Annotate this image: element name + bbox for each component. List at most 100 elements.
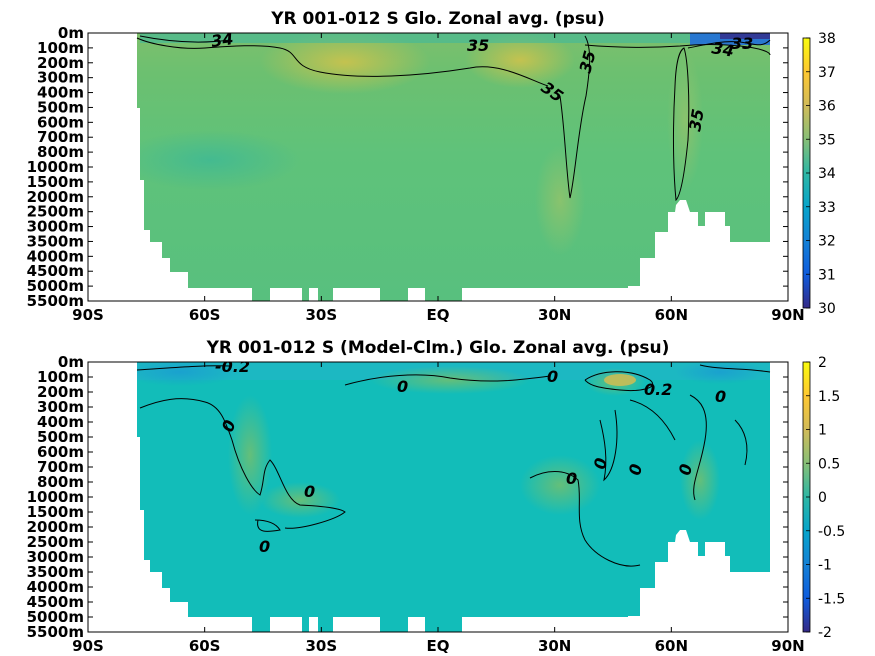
y-tick-label: 4000m [27,247,84,265]
chart-title-anomaly: YR 001-012 S (Model-Clm.) Glo. Zonal avg… [206,338,670,358]
colorbar-tick-label: 33 [818,200,836,216]
y-tick-label: 4000m [27,578,84,596]
contour-labels-anomaly: -0.2 0 0 0 0 0 0 0 0.2 0 0 0 [215,357,726,556]
svg-text:34: 34 [710,38,735,61]
y-tick-label: 0m [58,353,84,371]
svg-text:0: 0 [675,462,696,476]
x-tick-label: 30S [305,637,337,655]
y-tick-label: 1500m [27,173,84,191]
panel-anomaly: YR 001-012 S (Model-Clm.) Glo. Zonal avg… [27,338,846,655]
colorbar: 30 31 32 33 34 35 36 37 38 [802,31,836,317]
y-tick-label: 300m [37,69,84,87]
y-tick-label: 100m [37,368,84,386]
colorbar-tick-label: 30 [818,301,836,317]
svg-text:0: 0 [590,456,611,470]
colorbar-tick-label: 0.5 [818,456,840,472]
x-tick-label: 90S [72,637,104,655]
svg-text:0: 0 [259,537,270,556]
panel-salinity: YR 001-012 S Glo. Zonal avg. (psu) [27,9,836,324]
svg-text:-0.2: -0.2 [215,357,250,376]
y-tick-label: 1000m [27,488,84,506]
colorbar-tick-label: 32 [818,234,836,250]
y-tick-label: 2000m [27,188,84,206]
colorbar-tick-label: 1.5 [818,389,840,405]
y-tick-label: 5500m [27,623,84,641]
svg-text:33: 33 [731,34,753,53]
chart-title: YR 001-012 S Glo. Zonal avg. (psu) [270,9,605,29]
y-tick-label: 600m [37,443,84,461]
y-tick-label: 400m [37,413,84,431]
svg-text:0: 0 [566,469,577,488]
y-axis-ticks-anomaly: 0m100m200m300m400m500m600m700m800m1000m1… [27,353,788,641]
y-tick-label: 3000m [27,218,84,236]
colorbar-tick-label: 34 [818,166,836,182]
y-tick-label: 3500m [27,232,84,250]
colorbar-tick-label: 37 [818,65,836,81]
y-tick-label: 2500m [27,203,84,221]
x-tick-label: EQ [427,306,450,324]
y-tick-label: 5000m [27,608,84,626]
y-tick-label: 500m [37,428,84,446]
land-mask [88,362,788,632]
svg-text:0: 0 [547,367,558,386]
y-tick-label: 200m [37,383,84,401]
contour-lines-anomaly [136,364,771,567]
colorbar-tick-label: 38 [818,31,836,47]
land-mask [88,33,788,301]
y-tick-label: 3000m [27,548,84,566]
y-tick-label: 1000m [27,158,84,176]
y-tick-label: 800m [37,473,84,491]
y-tick-label: 600m [37,113,84,131]
x-tick-label: EQ [427,637,450,655]
x-axis-ticks: 90S 60S 30S EQ 30N 60N 90N [72,33,805,324]
colorbar-tick-label: -2 [818,625,832,641]
colorbar-tick-label: 1 [818,423,827,439]
x-overflow-mask [770,33,788,301]
y-tick-label: 1500m [27,503,84,521]
x-tick-label: 90S [72,306,104,324]
svg-text:0.2: 0.2 [644,380,672,399]
colorbar-tick-label: 2 [818,355,827,371]
x-tick-label: 90N [771,306,804,324]
y-tick-label: 700m [37,128,84,146]
x-tick-label: 60N [655,637,688,655]
y-tick-label: 4500m [27,593,84,611]
colorbar-tick-label: 35 [818,132,836,148]
y-tick-label: 5000m [27,277,84,295]
y-tick-label: 5500m [27,292,84,310]
x-tick-label: 30S [305,306,337,324]
x-tick-label: 60N [655,306,688,324]
y-tick-label: 100m [37,39,84,57]
contour-lines [136,35,771,202]
y-tick-label: 800m [37,143,84,161]
colorbar-anomaly: 2 1.5 1 0.5 0 -0.5 -1 -1.5 -2 [802,355,845,641]
x-tick-label: 90N [771,637,804,655]
svg-text:34: 34 [210,29,235,51]
x-tick-label: 60S [189,637,221,655]
y-axis-ticks: 0m100m200m300m400m500m600m700m800m1000m1… [27,24,788,310]
svg-text:0: 0 [715,387,726,406]
x-tick-label: 30N [538,637,571,655]
colorbar-tick-label: -1 [818,558,832,574]
y-tick-label: 4500m [27,262,84,280]
colorbar-tick-label: 0 [818,490,827,506]
y-tick-label: 0m [58,24,84,42]
svg-text:35: 35 [467,36,489,55]
colorbar-tick-label: 36 [818,99,836,115]
y-tick-label: 500m [37,98,84,116]
colorbar-tick-label: -1.5 [818,591,845,607]
svg-text:0: 0 [625,462,646,476]
svg-text:0: 0 [397,377,408,396]
colorbar-tick-label: -0.5 [818,524,845,540]
x-tick-label: 30N [538,306,571,324]
colorbar-ticks-anomaly: 2 1.5 1 0.5 0 -0.5 -1 -1.5 -2 [806,355,845,641]
y-tick-label: 2000m [27,518,84,536]
colorbar-ticks: 30 31 32 33 34 35 36 37 38 [806,31,836,317]
colorbar-tick-label: 31 [818,267,836,283]
y-tick-label: 2500m [27,533,84,551]
x-axis-ticks-anomaly: 90S 60S 30S EQ 30N 60N 90N [72,362,805,655]
heatmap-field: 34 35 35 35 34 33 35 [88,29,788,301]
heatmap-field-anomaly: -0.2 0 0 0 0 0 0 0 0.2 0 0 0 [88,357,788,632]
svg-text:35: 35 [685,107,708,132]
